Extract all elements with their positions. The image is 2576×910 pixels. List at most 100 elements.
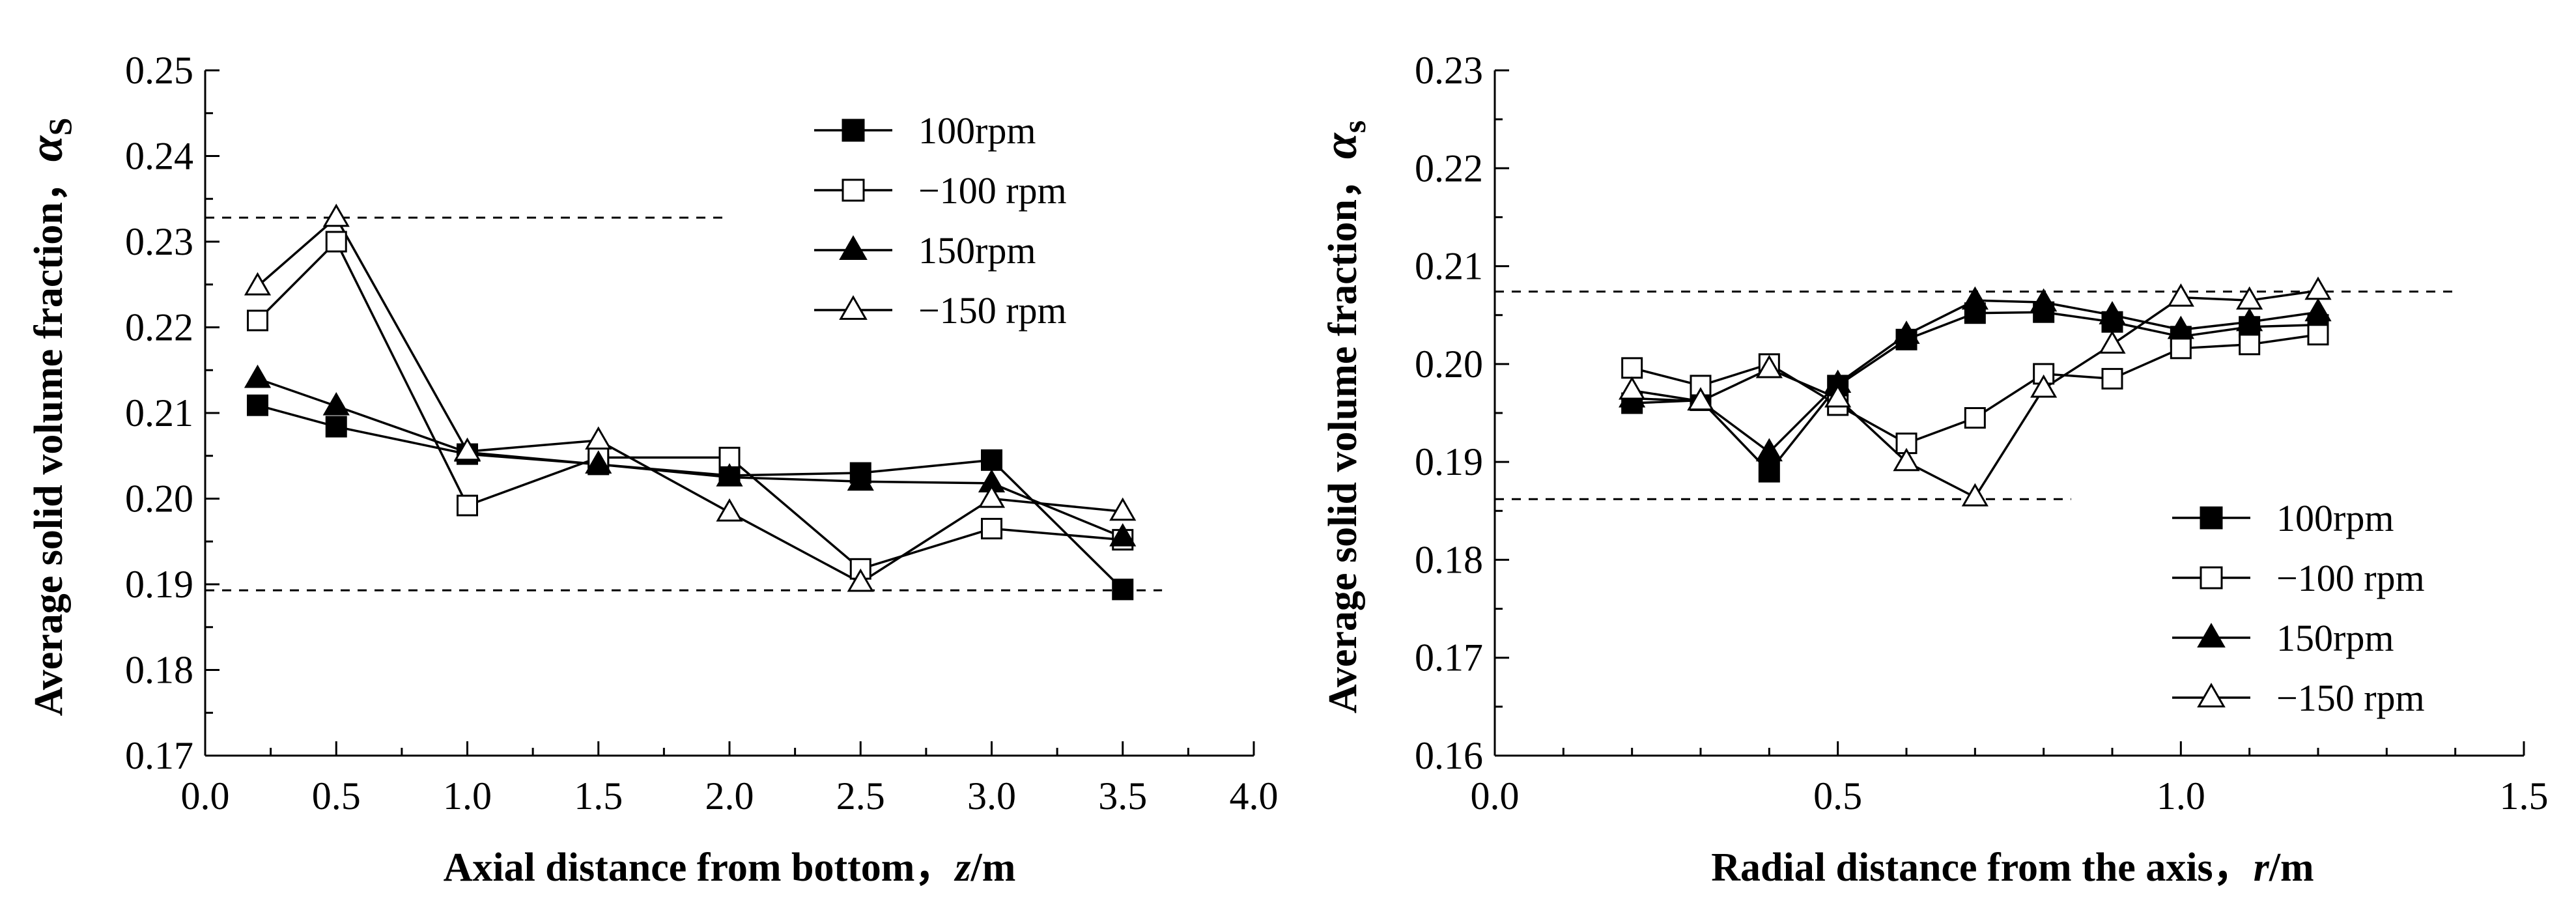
radial-data-point-3: [1893, 448, 1920, 472]
radial-data-point-1: [2170, 337, 2192, 360]
radial-data-point-2: [2030, 288, 2058, 312]
axial-plot-area: 0.17 0.18 0.19 0.20 0.21 0.22 0.23 0.24 0.25 0.0 0…: [125, 49, 1279, 818]
radial-y-tick-label: 0.17: [1415, 636, 1483, 679]
axial-y-tick-label: 0.19: [125, 563, 193, 606]
radial-data-point-1: [2239, 334, 2261, 356]
axial-y-tick-label: 0.17: [125, 734, 193, 777]
radial-data-point-3: [1961, 483, 1989, 507]
axial-legend-marker-1: [842, 178, 865, 202]
axial-y-tick-label: 0.24: [125, 135, 193, 178]
radial-data-point-3: [2030, 374, 2058, 398]
axial-data-point-1: [247, 309, 268, 332]
axial-legend: 100rpm −100 rpm 150rpm −150 rpm: [814, 109, 1067, 332]
radial-legend-marker-2: [2197, 623, 2226, 647]
axial-x-tick-label: 0.0: [181, 775, 230, 818]
chart-radial: 0.16 0.17 0.18 0.19 0.20 0.21 0.22 0.23 0.0 0.5 1.…: [1314, 49, 2549, 890]
axial-data-point-3: [585, 426, 612, 450]
radial-legend-marker-1: [2200, 566, 2223, 590]
axial-x-tick-label: 0.5: [312, 775, 361, 818]
axial-legend-label-1: −100 rpm: [918, 169, 1067, 212]
axial-data-point-0: [325, 416, 347, 438]
radial-data-point-3: [2304, 276, 2332, 300]
radial-data-point-2: [2167, 315, 2194, 339]
axial-series-line-2: [257, 377, 1124, 539]
radial-y-tick-label: 0.23: [1415, 49, 1483, 92]
radial-data-point-1: [1964, 407, 1986, 429]
radial-x-tick-label: 1.0: [2157, 775, 2205, 818]
axial-data-point-3: [453, 437, 481, 461]
axial-x-tick-label: 3.0: [967, 775, 1016, 818]
radial-legend-label-0: 100rpm: [2276, 497, 2394, 539]
radial-x-tick-label: 0.5: [1813, 775, 1862, 818]
axial-x-tick-label: 4.0: [1230, 775, 1279, 818]
axial-data-point-3: [1109, 497, 1137, 521]
axial-data-point-3: [716, 498, 743, 522]
radial-legend-marker-3: [2197, 683, 2226, 707]
axial-data-point-2: [322, 391, 350, 416]
radial-data-point-2: [2304, 298, 2332, 322]
radial-legend: 100rpm −100 rpm 150rpm −150 rpm: [2172, 497, 2425, 719]
radial-y-tick-label: 0.22: [1415, 147, 1483, 190]
axial-legend-label-0: 100rpm: [918, 109, 1036, 152]
axial-x-tick-label: 1.5: [574, 775, 623, 818]
axial-data-point-0: [247, 394, 268, 416]
axial-legend-marker-0: [842, 119, 865, 142]
radial-x-tick-label: 1.5: [2500, 775, 2549, 818]
radial-data-point-3: [1619, 376, 1646, 400]
axial-data-point-2: [847, 467, 874, 491]
axial-legend-label-2: 150rpm: [918, 229, 1036, 272]
axial-data-point-0: [981, 449, 1002, 471]
axial-data-point-3: [244, 272, 272, 296]
axial-y-tick-label: 0.18: [125, 649, 193, 692]
radial-data-point-3: [2167, 283, 2194, 307]
axial-x-tick-label: 2.5: [836, 775, 885, 818]
axial-data-point-3: [978, 484, 1006, 508]
radial-data-point-3: [2236, 286, 2263, 310]
chart-axial: 0.17 0.18 0.19 0.20 0.21 0.22 0.23 0.24 0.25 0.0 0…: [20, 49, 1279, 890]
axial-data-point-1: [457, 494, 478, 517]
axial-legend-marker-3: [839, 295, 868, 320]
axial-data-point-0: [1112, 578, 1134, 601]
axial-series-line-1: [257, 240, 1123, 571]
axial-data-point-1: [325, 231, 347, 253]
radial-legend-label-2: 150rpm: [2276, 617, 2394, 659]
radial-legend-marker-0: [2200, 506, 2223, 530]
axial-data-point-2: [244, 364, 272, 388]
radial-data-point-1: [2101, 367, 2123, 390]
radial-data-point-2: [2236, 307, 2263, 332]
axial-y-tick-label: 0.23: [125, 220, 193, 263]
radial-data-point-3: [1755, 354, 1783, 378]
axial-x-tick-label: 2.0: [705, 775, 754, 818]
radial-x-axis-title: Radial distance from the axis，r/m: [1711, 846, 2314, 890]
axial-legend-marker-2: [839, 235, 868, 260]
radial-legend-label-1: −100 rpm: [2276, 557, 2425, 599]
axial-data-point-2: [585, 450, 612, 474]
axial-x-axis-title: Axial distance from bottom，z/m: [444, 846, 1016, 890]
axial-x-tick-label: 3.5: [1098, 775, 1147, 818]
radial-data-point-3: [1824, 384, 1852, 408]
axial-data-point-1: [981, 518, 1002, 540]
radial-y-tick-label: 0.20: [1415, 343, 1483, 386]
radial-legend-label-3: −150 rpm: [2276, 677, 2425, 719]
radial-data-point-2: [1755, 438, 1783, 462]
radial-data-point-1: [2307, 324, 2329, 346]
axial-data-point-3: [322, 203, 350, 227]
radial-y-axis-title: Average solid volume fraction，αs: [1314, 121, 1372, 714]
radial-data-point-2: [2099, 301, 2126, 324]
radial-data-point-3: [1687, 387, 1714, 411]
axial-y-tick-label: 0.22: [125, 306, 193, 349]
radial-y-tick-label: 0.21: [1415, 245, 1483, 288]
axial-data-point-2: [716, 463, 743, 487]
radial-y-tick-label: 0.18: [1415, 538, 1483, 581]
radial-data-point-1: [1621, 357, 1643, 379]
radial-data-point-2: [1893, 320, 1920, 344]
radial-x-tick-label: 0.0: [1471, 775, 1520, 818]
radial-data-point-0: [1758, 461, 1780, 483]
axial-legend-label-3: −150 rpm: [918, 289, 1067, 332]
radial-data-point-3: [2099, 330, 2126, 354]
radial-data-point-2: [1961, 286, 1989, 310]
radial-plot-area: 0.16 0.17 0.18 0.19 0.20 0.21 0.22 0.23 0.0 0.5 1.…: [1415, 49, 2549, 818]
axial-x-tick-label: 1.0: [443, 775, 492, 818]
radial-y-tick-label: 0.19: [1415, 440, 1483, 483]
